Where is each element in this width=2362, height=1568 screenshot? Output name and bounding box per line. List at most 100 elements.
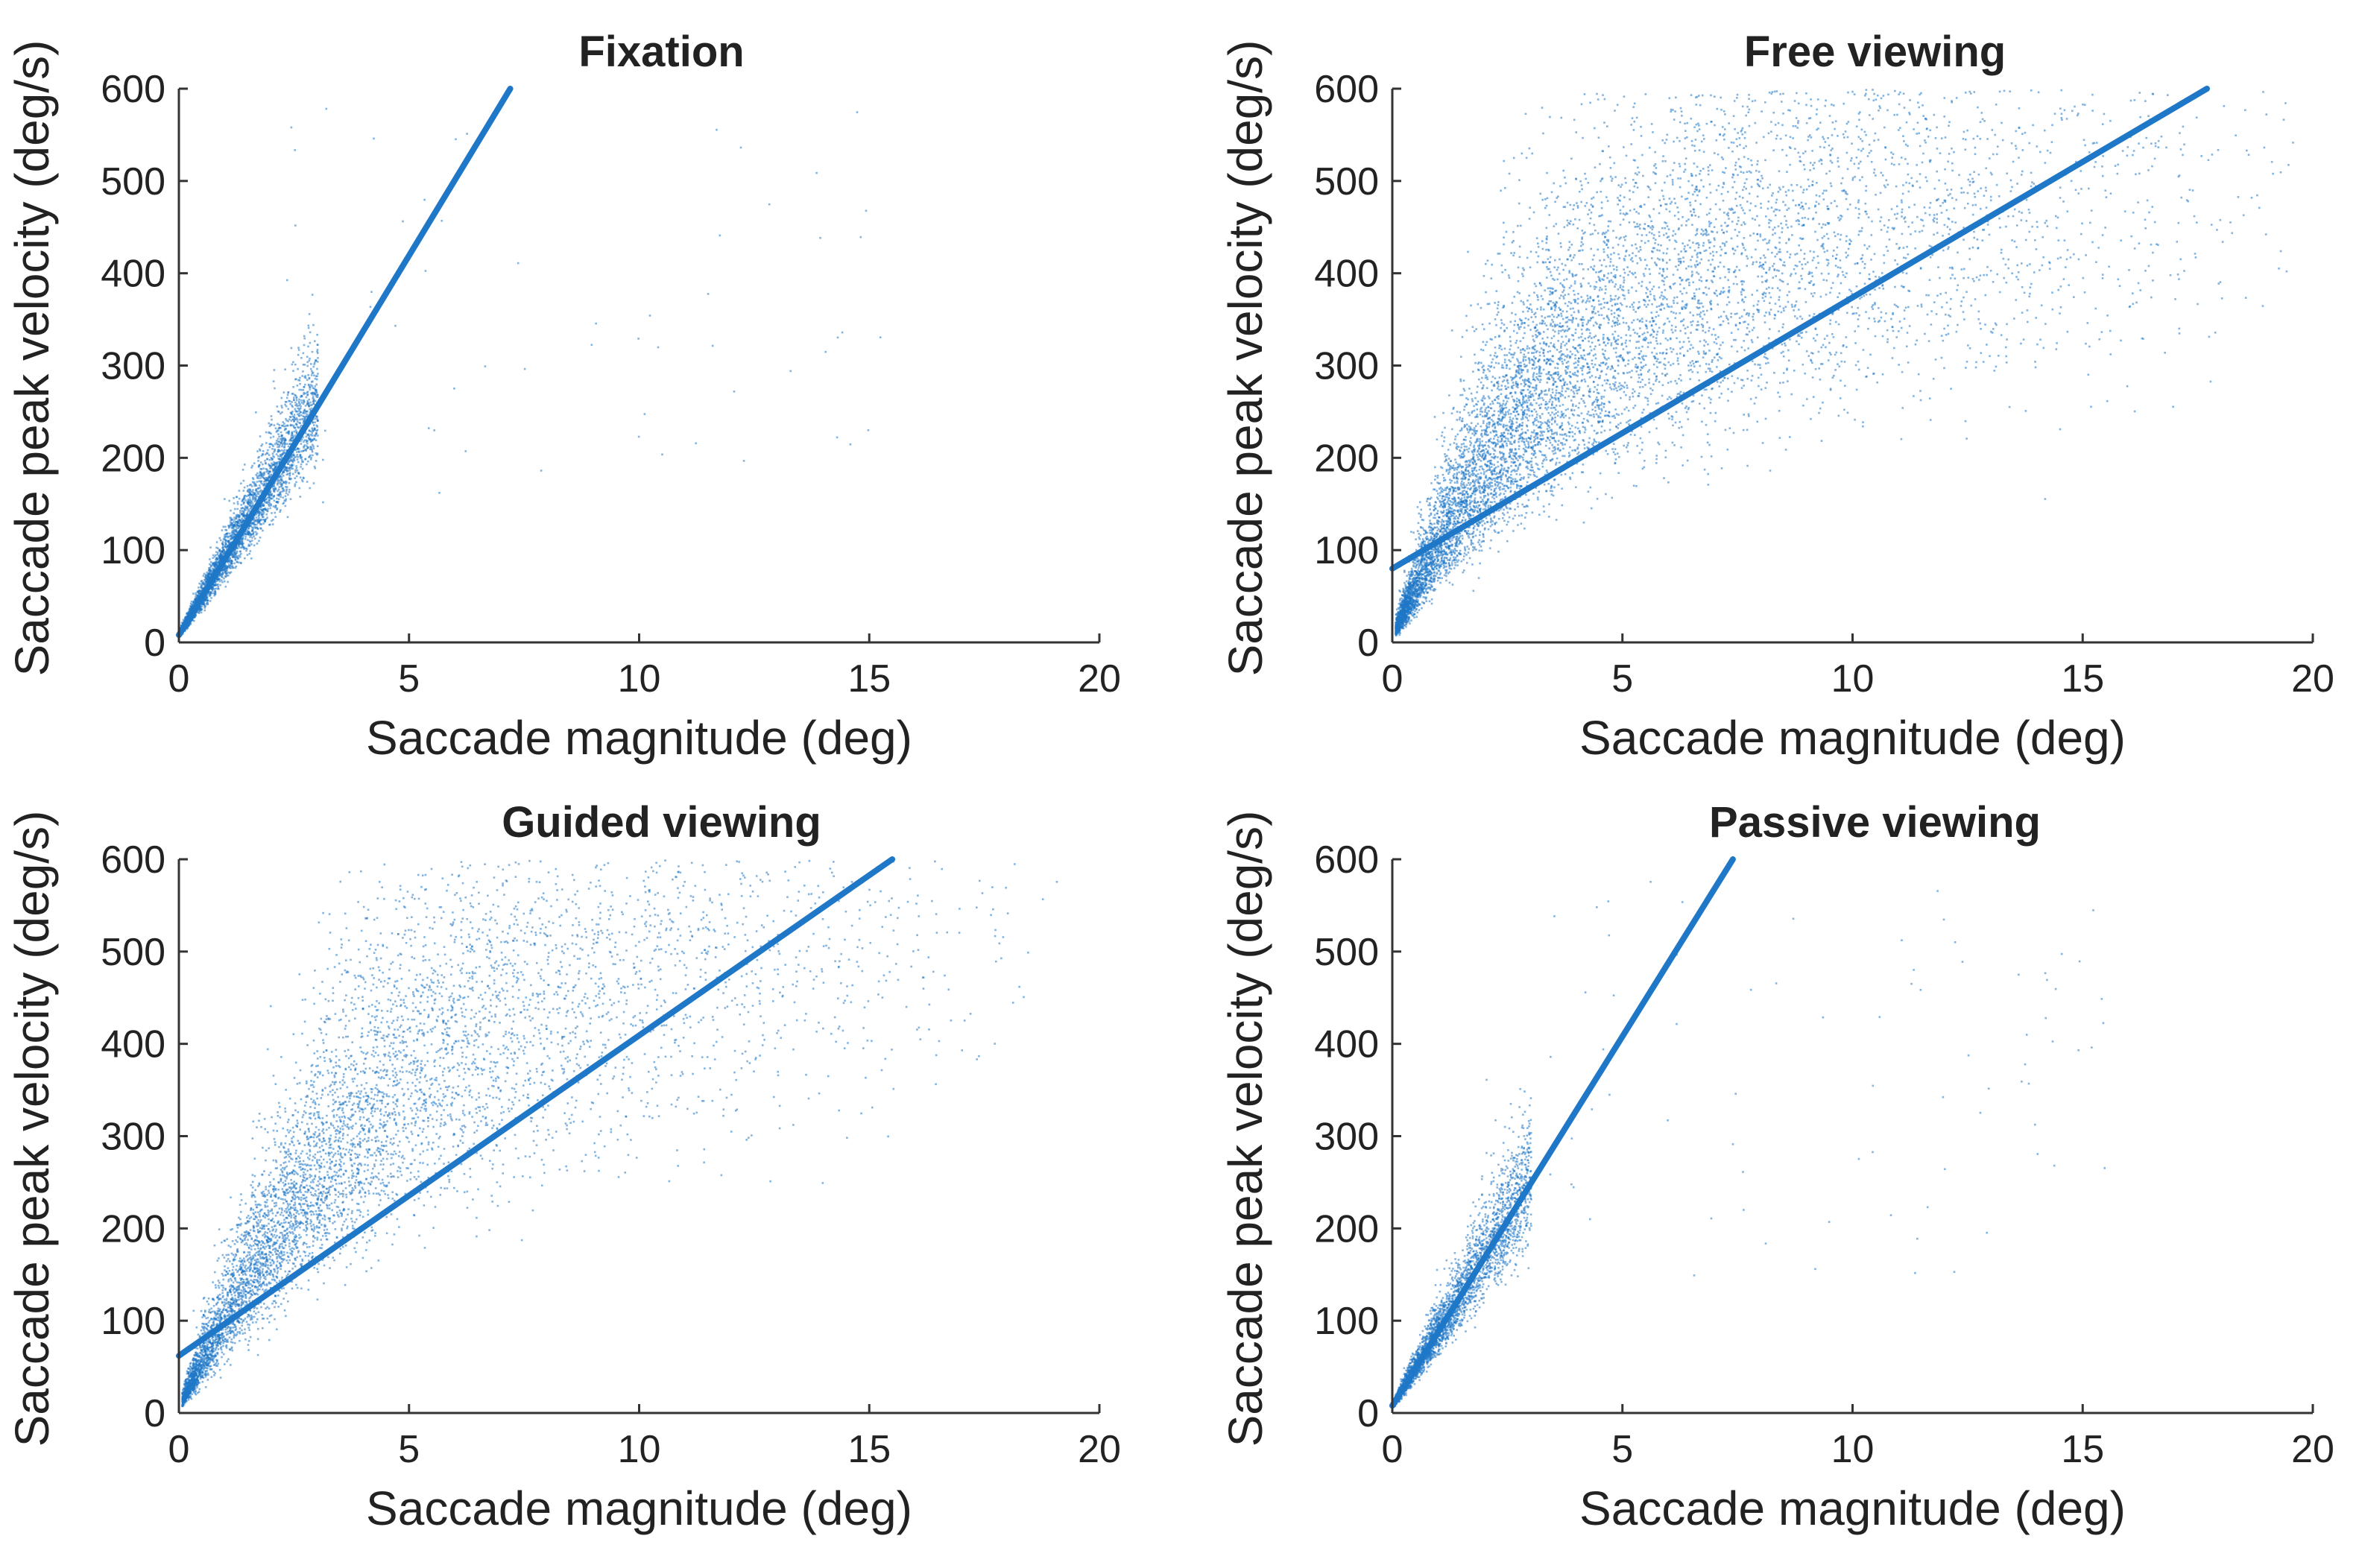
scatter-point [1662,195,1664,197]
scatter-point [270,466,272,468]
scatter-point [1484,463,1486,466]
scatter-point [224,585,227,588]
scatter-point [1544,407,1547,409]
scatter-point [302,415,305,417]
scatter-point [294,469,297,472]
scatter-point [225,532,228,535]
scatter-point [230,535,232,537]
scatter-point [1758,184,1760,186]
scatter-point [312,323,315,326]
scatter-point [260,504,262,506]
scatter-point [270,415,273,417]
scatter-point [285,490,288,492]
scatter-point [270,473,273,476]
scatter-point [248,496,251,499]
scatter-point [251,464,253,467]
scatter-point [304,405,307,407]
scatter-point [836,436,839,439]
scatter-point [249,550,252,552]
scatter-point [295,467,298,470]
scatter-point [1851,312,1854,315]
scatter-points [179,107,882,637]
scatter-point [288,491,291,493]
scatter-point [1587,336,1590,339]
scatter-point [241,523,244,526]
scatter-point [1787,349,1790,352]
scatter-point [287,408,290,411]
scatter-point [1591,341,1594,344]
scatter-point [292,361,294,364]
scatter-point [1592,316,1594,319]
scatter-point [1578,386,1581,389]
scatter-point [1759,265,1761,267]
scatter-point [244,530,247,533]
scatter-point [2046,225,2049,227]
scatter-point [249,536,251,538]
scatter-point [313,374,315,377]
scatter-point [208,572,211,575]
scatter-point [1681,115,1683,117]
scatter-point [265,453,267,455]
scatter-point [291,434,294,436]
scatter-point [236,550,239,553]
scatter-point [290,347,293,350]
scatter-point [285,492,288,494]
scatter-point [251,490,253,493]
scatter-point [1667,305,1669,308]
scatter-point [272,455,274,458]
scatter-point [300,396,302,398]
x-tick-label: 20 [1078,657,1121,701]
scatter-point [230,517,233,519]
scatter-point [280,455,282,458]
scatter-point [1995,323,1998,326]
scatter-point [236,508,239,510]
scatter-point [262,472,265,475]
scatter-point [247,531,250,533]
scatter-point [311,432,314,434]
scatter-point [212,554,215,557]
scatter-point [1600,395,1603,398]
scatter-point [215,587,218,590]
scatter-point [247,498,250,501]
scatter-point [243,516,246,519]
scatter-point [233,534,235,537]
scatter-point [272,469,274,471]
scatter-point [1559,351,1561,353]
scatter-point [237,522,240,524]
scatter-point [1566,316,1569,319]
scatter-point [223,578,225,580]
scatter-point [1944,199,1947,202]
scatter-point [225,539,227,542]
scatter-point [1664,364,1667,367]
scatter-point [1824,104,1826,107]
scatter-point [1471,458,1473,461]
scatter-point [308,437,310,439]
scatter-point [224,538,226,540]
scatter-point [280,509,282,511]
scatter-point [274,516,277,518]
scatter-point [1743,186,1746,189]
scatter-point [268,499,271,502]
scatter-point [247,500,249,502]
scatter-point [1947,247,1949,250]
scatter-point [1773,317,1776,320]
scatter-point [1509,335,1512,338]
scatter-point [291,411,294,413]
scatter-point [205,581,207,584]
scatter-point [302,402,305,405]
scatter-point [285,486,287,488]
scatter-point [200,605,203,608]
scatter-point [262,467,265,470]
scatter-point [1763,238,1766,241]
scatter-point [276,482,279,484]
scatter-point [215,582,217,585]
scatter-point [247,494,250,496]
scatter-point [1673,297,1676,299]
scatter-point [273,495,275,498]
scatter-point [204,583,207,585]
scatter-point [303,412,306,414]
scatter-point [316,415,318,418]
scatter-point [277,437,280,440]
scatter-point [1519,496,1521,498]
scatter-point [248,545,251,547]
